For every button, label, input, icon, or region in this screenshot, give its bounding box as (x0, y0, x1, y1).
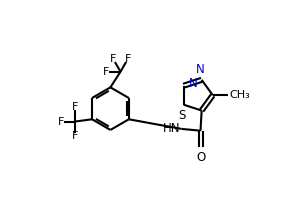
Text: O: O (196, 151, 205, 164)
Text: F: F (110, 54, 116, 64)
Text: S: S (178, 109, 186, 122)
Text: F: F (72, 131, 78, 141)
Text: F: F (58, 116, 64, 127)
Text: N: N (189, 77, 197, 90)
Text: HN: HN (163, 121, 180, 134)
Text: CH₃: CH₃ (229, 90, 250, 100)
Text: N: N (196, 63, 205, 76)
Text: F: F (72, 102, 78, 112)
Text: F: F (124, 54, 131, 64)
Text: F: F (103, 67, 109, 77)
